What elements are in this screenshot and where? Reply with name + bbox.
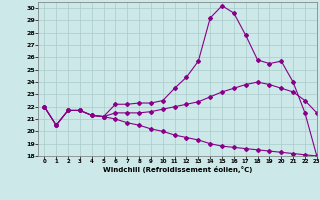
X-axis label: Windchill (Refroidissement éolien,°C): Windchill (Refroidissement éolien,°C) — [103, 166, 252, 173]
